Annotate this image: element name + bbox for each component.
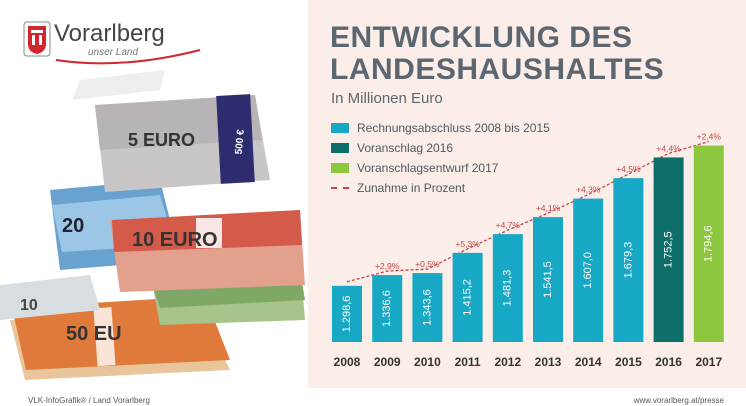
x-tick-label: 2017 — [695, 355, 722, 369]
change-label: +4,5% — [616, 164, 641, 174]
x-tick-label: 2013 — [535, 355, 562, 369]
bar — [573, 198, 604, 342]
legend-item: Voranschlagsentwurf 2017 — [331, 158, 550, 178]
bar — [613, 178, 644, 342]
bar — [372, 275, 403, 342]
footer-credit: VLK-InfoGrafik® / Land Vorarlberg — [28, 396, 150, 405]
trend-line — [346, 140, 709, 283]
title-line-2: LANDESHAUSHALTES — [330, 53, 665, 86]
note-10b-label: 10 — [20, 297, 38, 314]
bar-value-label: 1.752,5 — [663, 231, 675, 268]
x-tick-label: 2014 — [575, 355, 602, 369]
note-500-label: 500 € — [234, 129, 247, 155]
bar-value-label: 1.481,3 — [502, 270, 514, 307]
title-line-1: ENTWICKLUNG DES — [330, 21, 633, 54]
change-label: +2,4% — [697, 132, 722, 142]
change-label: +4,3% — [576, 185, 601, 195]
bar-value-label: 1.607,0 — [582, 252, 594, 289]
logo-wordmark: Vorarlberg — [54, 20, 165, 47]
bar-value-label: 1.794,6 — [703, 225, 715, 262]
x-tick-label: 2016 — [655, 355, 682, 369]
note-stack-5: 5 EURO 500 € — [95, 94, 270, 192]
x-tick-label: 2010 — [414, 355, 441, 369]
chart-title: ENTWICKLUNG DES LANDESHAUSHALTES — [330, 22, 664, 86]
x-tick-label: 2012 — [494, 355, 521, 369]
change-label: +2,9% — [375, 261, 400, 271]
change-label: +4,7% — [496, 220, 521, 230]
logo-tagline: unser Land — [88, 47, 139, 58]
bar — [412, 273, 443, 342]
note-20-label: 20 — [62, 215, 84, 237]
x-tick-label: 2011 — [455, 355, 481, 369]
bar — [332, 285, 362, 342]
bar-value-label: 1.415,2 — [462, 279, 474, 316]
change-label: +5,3% — [455, 239, 480, 249]
bar — [653, 157, 684, 342]
bar-value-label: 1.679,3 — [622, 242, 634, 279]
legend-dash-swatch — [331, 187, 349, 189]
change-label: +0,5% — [415, 259, 440, 269]
note-stack-10: 10 EURO — [110, 210, 305, 292]
bar — [533, 217, 563, 342]
legend-label: Zunahme in Prozent — [357, 181, 466, 195]
legend-swatch — [331, 123, 349, 133]
note-5-label: 5 EURO — [128, 130, 195, 150]
chart-legend: Rechnungsabschluss 2008 bis 2015 Voransch… — [331, 118, 550, 198]
x-tick-label: 2015 — [615, 355, 642, 369]
legend-label: Voranschlagsentwurf 2017 — [357, 161, 499, 175]
bar-value-label: 1.541,5 — [542, 261, 554, 298]
bar-chart: 1.298,6 2008 1.336,6 +2,9% 2009 1.343,6 +0,5% 2… — [332, 132, 724, 369]
bar — [452, 252, 483, 342]
x-tick-label: 2009 — [374, 355, 401, 369]
note-stack-top — [72, 70, 165, 100]
bar-value-label: 1.343,6 — [421, 289, 433, 326]
bar — [492, 234, 523, 342]
change-label: +4,4% — [656, 143, 681, 153]
chart-subtitle: In Millionen Euro — [331, 90, 443, 107]
bar — [693, 145, 724, 342]
coat-of-arms-icon — [23, 21, 201, 65]
legend-label: Voranschlag 2016 — [357, 141, 454, 155]
legend-item: Voranschlag 2016 — [331, 138, 550, 158]
euro-banknotes-image: 50 EU 10 20 10 EURO 5 EURO 500 € — [0, 70, 305, 380]
x-tick-label: 2008 — [334, 355, 361, 369]
legend-label: Rechnungsabschluss 2008 bis 2015 — [357, 121, 550, 135]
legend-item: Zunahme in Prozent — [331, 178, 550, 198]
bar-value-label: 1.336,6 — [381, 290, 393, 327]
note-50-label: 50 EU — [66, 323, 122, 345]
legend-item: Rechnungsabschluss 2008 bis 2015 — [331, 118, 550, 138]
legend-swatch — [331, 163, 349, 173]
change-label: +4,1% — [536, 203, 561, 213]
bar-value-label: 1.298,6 — [341, 296, 353, 333]
note-stack-10b: 10 — [0, 275, 100, 320]
vorarlberg-logo: Vorarlberg unser Land — [22, 20, 202, 72]
note-10-label: 10 EURO — [132, 229, 218, 251]
footer-url: www.vorarlberg.at/presse — [633, 396, 724, 405]
legend-swatch — [331, 143, 349, 153]
